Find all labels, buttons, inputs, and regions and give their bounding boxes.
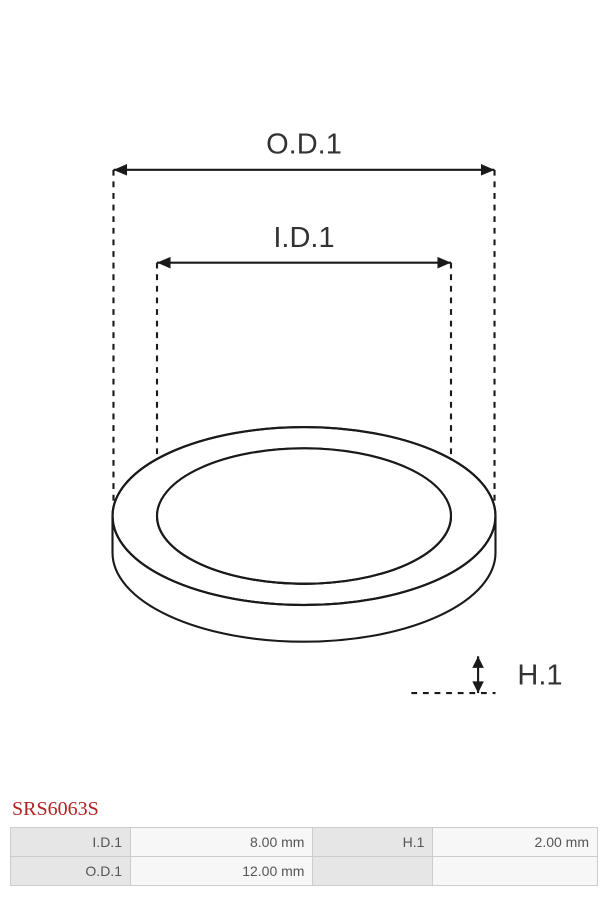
- spec-od-value: 12.00 mm: [131, 857, 313, 886]
- od-label: O.D.1: [266, 128, 342, 160]
- spec-empty-label: [313, 857, 433, 886]
- spec-id-label: I.D.1: [11, 828, 131, 857]
- table-row: O.D.1 12.00 mm: [11, 857, 598, 886]
- specs-table: I.D.1 8.00 mm H.1 2.00 mm O.D.1 12.00 mm: [10, 827, 598, 886]
- ring-dimension-diagram: O.D.1 I.D.1: [10, 10, 598, 790]
- id-label: I.D.1: [273, 222, 334, 254]
- table-row: I.D.1 8.00 mm H.1 2.00 mm: [11, 828, 598, 857]
- h-label: H.1: [517, 659, 562, 691]
- product-code: SRS6063S: [12, 798, 598, 821]
- spec-empty-value: [433, 857, 598, 886]
- spec-h-value: 2.00 mm: [433, 828, 598, 857]
- spec-od-label: O.D.1: [11, 857, 131, 886]
- spec-h-label: H.1: [313, 828, 433, 857]
- spec-id-value: 8.00 mm: [131, 828, 313, 857]
